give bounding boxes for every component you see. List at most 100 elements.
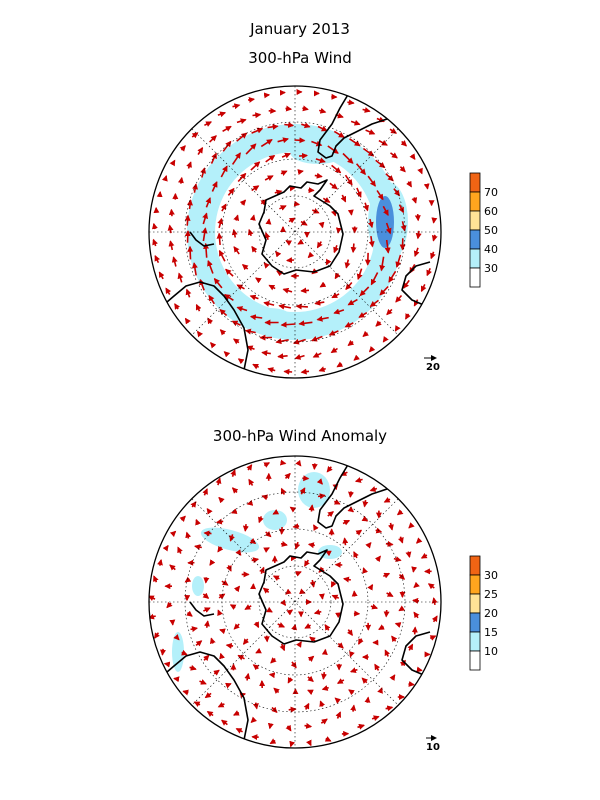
wind-vector-arrow	[399, 165, 406, 173]
wind-vector-arrow	[386, 591, 394, 598]
wind-vector-arrow	[231, 320, 241, 327]
wind-vector-arrow	[378, 139, 388, 146]
africa-coastline	[159, 281, 249, 371]
wind-vector-arrow	[356, 268, 363, 281]
wind-vector-arrow	[351, 590, 358, 597]
wind-vector-arrow	[389, 127, 398, 134]
wind-vector-arrow	[253, 621, 260, 629]
wind-vector-arrow	[242, 638, 250, 645]
wind-vector-arrow	[230, 508, 238, 514]
wind-vector-arrow	[249, 214, 256, 221]
wind-vector-arrow	[284, 121, 295, 128]
wind-vector-arrow	[365, 542, 372, 549]
wind-reference-label: 20	[426, 362, 440, 373]
wind-vector-arrow	[154, 254, 161, 264]
wind-vector-arrow	[416, 666, 423, 673]
wind-vector-arrow	[203, 577, 210, 584]
wind-vector-arrow	[385, 705, 394, 712]
wind-vector-arrow	[286, 609, 294, 616]
wind-vector-arrow	[236, 118, 247, 125]
wind-vector-arrow	[344, 321, 354, 328]
wind-vector-arrow	[230, 469, 236, 477]
wind-vector-arrow	[193, 701, 201, 708]
wind-vector-arrow	[314, 172, 323, 179]
wind-vector-arrow	[356, 187, 362, 198]
wind-vector-arrow	[252, 363, 260, 370]
wind-vector-arrow	[406, 180, 412, 188]
wind-vector-arrow	[309, 636, 316, 643]
wind-colorbar-label: 70	[484, 186, 498, 199]
wind-vector-arrow	[316, 478, 323, 485]
wind-vector-arrow	[369, 486, 378, 492]
wind-vector-arrow	[304, 559, 310, 567]
wind-vector-arrow	[208, 294, 215, 305]
wind-vector-arrow	[195, 303, 202, 312]
wind-vector-arrow	[276, 270, 283, 277]
wind-vector-arrow	[162, 544, 169, 552]
wind-vector-arrow	[411, 626, 418, 635]
wind-vector-arrow	[362, 330, 369, 338]
wind-vector-arrow	[324, 736, 332, 742]
wind-vector-arrow	[186, 610, 193, 617]
island-coastline	[189, 231, 215, 247]
wind-vector-arrow	[303, 702, 310, 710]
wind-vector-arrow	[195, 640, 203, 647]
wind-vector-arrow	[333, 245, 339, 254]
wind-vector-arrow	[365, 129, 376, 135]
wind-vector-arrow	[174, 303, 181, 310]
wind-vector-arrow	[202, 592, 210, 599]
wind-vector-arrow	[402, 279, 410, 289]
wind-vector-arrow	[244, 672, 251, 681]
wind-vector-arrow	[218, 496, 225, 504]
wind-vector-arrow	[173, 634, 180, 641]
wind-vector-arrow	[179, 145, 186, 152]
wind-vector-arrow	[431, 234, 438, 242]
wind-vector-arrow	[347, 209, 354, 216]
wind-vector-arrow	[173, 676, 180, 683]
wind-vector-arrow	[185, 288, 192, 298]
wind-vector-arrow	[219, 628, 226, 635]
wind-vector-arrow	[231, 152, 241, 165]
wind-vector-arrow	[218, 593, 226, 600]
wind-vector-arrow	[203, 607, 211, 613]
wind-vector-arrow	[333, 499, 341, 505]
wind-vector-arrow	[331, 164, 342, 174]
wind-vector-arrow	[249, 314, 263, 321]
wind-vector-arrow	[321, 685, 329, 691]
wind-vector-arrow	[279, 205, 287, 211]
wind-vector-arrow	[229, 534, 235, 542]
wind-vector-arrow	[361, 515, 369, 522]
wind-vector-arrow	[231, 487, 239, 494]
wind-vector-arrow	[267, 123, 279, 130]
wind-vector-arrow	[398, 536, 404, 544]
wind-vector-arrow	[195, 518, 201, 526]
wind-graticule	[149, 86, 441, 378]
wind-vector-arrow	[222, 140, 232, 152]
wind-vector-arrow	[168, 208, 175, 217]
wind-vector-arrow	[368, 235, 375, 248]
wind-vector-arrow	[272, 508, 280, 515]
wind-vector-arrow	[233, 585, 241, 593]
wind-vector-arrow	[235, 727, 243, 734]
wind-vector-arrow	[349, 667, 358, 674]
wind-vector-arrow	[413, 611, 420, 619]
wind-vector-arrow	[153, 632, 160, 639]
wind-vector-arrow	[189, 664, 197, 671]
wind-vector-arrow	[165, 287, 172, 295]
wind-vector-arrow	[411, 197, 418, 204]
wind-vector-arrow	[344, 174, 353, 186]
wind-vector-arrow	[184, 317, 191, 325]
wind-vector-arrow	[220, 165, 228, 178]
wind-vector-arrow	[250, 716, 257, 723]
wind-vector-arrow	[235, 549, 242, 556]
wind-vector-arrow	[336, 361, 344, 368]
wind-vector-arrow	[314, 299, 325, 306]
wind-vector-arrow	[204, 121, 212, 127]
wind-vector-arrow	[309, 579, 316, 588]
wind-vector-arrow	[427, 583, 435, 590]
anomaly-colorbar-label: 15	[484, 626, 498, 639]
wind-vector-arrow	[251, 557, 260, 564]
wind-vector-arrow	[229, 604, 237, 610]
wind-vector-arrow	[221, 579, 229, 586]
wind-vector-arrow	[268, 284, 276, 291]
